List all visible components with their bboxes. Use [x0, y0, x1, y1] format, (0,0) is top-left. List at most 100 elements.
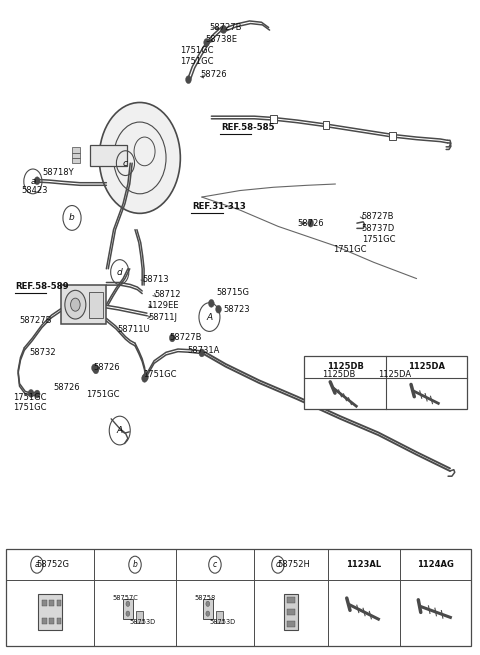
Text: REF.31-313: REF.31-313	[192, 202, 246, 212]
Text: 58723: 58723	[223, 305, 250, 314]
Bar	[304, 356, 467, 409]
Circle shape	[199, 349, 204, 357]
Bar	[72, 153, 80, 158]
Text: 1751GC: 1751GC	[333, 245, 367, 253]
Bar	[216, 611, 223, 623]
Text: b: b	[69, 214, 75, 223]
Circle shape	[92, 364, 97, 372]
Text: 58727B: 58727B	[20, 316, 52, 326]
Text: 58753D: 58753D	[209, 619, 235, 625]
Bar	[57, 618, 61, 624]
Bar	[38, 594, 62, 630]
Text: 58737D: 58737D	[362, 224, 395, 233]
Bar	[136, 611, 143, 623]
Circle shape	[206, 611, 210, 616]
Circle shape	[93, 366, 99, 374]
Text: 58711J: 58711J	[148, 312, 178, 322]
Circle shape	[206, 601, 210, 607]
Bar	[49, 600, 54, 607]
Bar	[42, 618, 47, 624]
Text: 58738E: 58738E	[205, 35, 237, 44]
Text: 1751GC: 1751GC	[180, 47, 214, 56]
Text: 58726: 58726	[93, 364, 120, 373]
Bar	[389, 132, 396, 140]
Bar	[284, 594, 299, 630]
Text: 58423: 58423	[22, 186, 48, 195]
Bar	[42, 600, 47, 607]
Text: 58712: 58712	[154, 290, 180, 299]
Circle shape	[308, 219, 313, 227]
Text: 58731A: 58731A	[188, 346, 220, 356]
Circle shape	[99, 102, 180, 214]
Bar	[270, 115, 277, 122]
Text: d: d	[276, 560, 280, 569]
Bar	[72, 158, 80, 163]
Text: 58727B: 58727B	[362, 212, 394, 221]
Text: 1751GC: 1751GC	[13, 403, 47, 411]
Text: 58758: 58758	[195, 595, 216, 601]
Circle shape	[65, 290, 86, 319]
Bar	[203, 599, 213, 618]
Text: c: c	[123, 159, 128, 168]
Text: 1124AG: 1124AG	[417, 560, 454, 569]
Text: 58727B: 58727B	[209, 23, 241, 32]
Text: A: A	[117, 426, 123, 435]
Bar	[61, 285, 107, 324]
Text: a: a	[35, 560, 39, 569]
Text: 58752G: 58752G	[36, 560, 69, 569]
Bar	[90, 145, 127, 166]
Circle shape	[93, 365, 99, 373]
Text: A: A	[206, 312, 213, 322]
Bar	[57, 600, 61, 607]
Circle shape	[126, 601, 130, 607]
Circle shape	[169, 334, 175, 342]
Text: 58726: 58726	[53, 383, 80, 392]
Text: 1751GC: 1751GC	[180, 57, 214, 66]
Text: 1125DB: 1125DB	[322, 370, 356, 379]
Circle shape	[220, 26, 226, 33]
Bar	[72, 147, 80, 153]
Circle shape	[143, 373, 148, 381]
Text: 58718Y: 58718Y	[42, 168, 73, 178]
Circle shape	[208, 299, 214, 307]
Circle shape	[126, 611, 130, 616]
Bar	[89, 291, 103, 318]
Text: 1129EE: 1129EE	[147, 301, 179, 310]
Bar	[288, 609, 295, 614]
Bar	[49, 618, 54, 624]
Text: d: d	[117, 267, 122, 276]
Text: 58757C: 58757C	[112, 595, 138, 601]
Circle shape	[142, 375, 147, 383]
Text: 1751GC: 1751GC	[86, 390, 120, 399]
Text: b: b	[132, 560, 137, 569]
Circle shape	[71, 298, 80, 311]
Text: 1751GC: 1751GC	[13, 393, 47, 402]
Circle shape	[204, 39, 209, 47]
Text: 58752H: 58752H	[277, 560, 310, 569]
Bar	[323, 121, 329, 128]
Text: 58727B: 58727B	[169, 333, 202, 343]
Text: 1123AL: 1123AL	[347, 560, 382, 569]
Text: 58726: 58726	[201, 70, 228, 79]
Text: c: c	[213, 560, 217, 569]
Text: 58753D: 58753D	[129, 619, 155, 625]
Text: 1125DA: 1125DA	[408, 362, 444, 371]
Bar	[6, 550, 471, 646]
Text: 1125DB: 1125DB	[326, 362, 363, 371]
Circle shape	[34, 390, 40, 398]
Circle shape	[216, 305, 221, 313]
Text: REF.58-585: REF.58-585	[221, 123, 275, 132]
Text: 1125DA: 1125DA	[378, 370, 411, 379]
Text: REF.58-589: REF.58-589	[16, 282, 69, 291]
Circle shape	[34, 177, 40, 185]
Text: 1751GC: 1751GC	[143, 370, 177, 379]
Text: a: a	[30, 177, 36, 186]
Bar	[288, 622, 295, 627]
Text: 58732: 58732	[29, 348, 56, 357]
Text: 58726: 58726	[297, 219, 324, 228]
Bar	[123, 599, 132, 618]
Circle shape	[28, 390, 34, 398]
Bar	[288, 597, 295, 603]
Text: 1751GC: 1751GC	[362, 235, 395, 244]
Text: 58713: 58713	[142, 274, 169, 284]
